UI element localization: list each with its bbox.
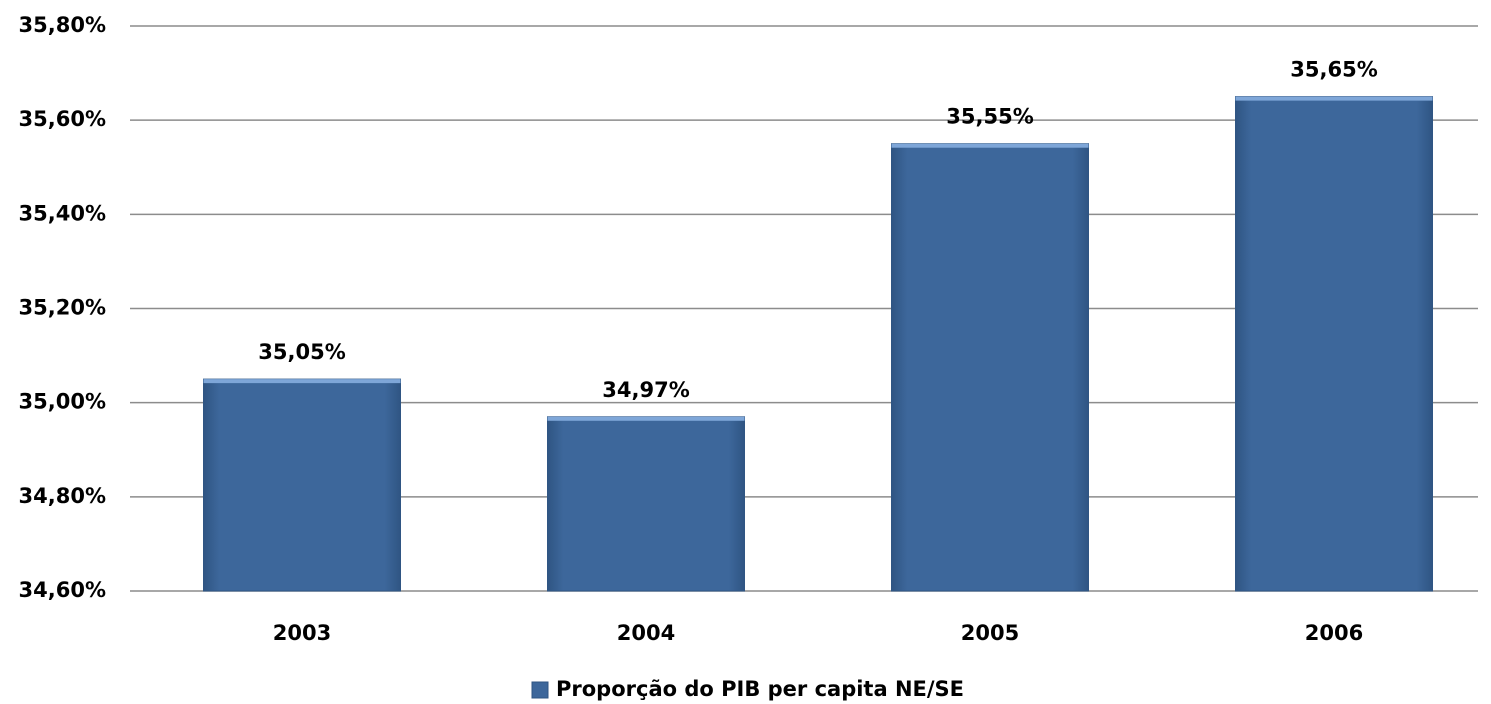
y-tick-label: 35,60% — [19, 107, 106, 131]
y-tick-label: 34,60% — [19, 578, 106, 602]
x-tick-label: 2005 — [961, 621, 1019, 645]
bar-highlight — [891, 143, 1089, 148]
y-tick-label: 35,80% — [19, 13, 106, 37]
data-label: 35,55% — [946, 105, 1033, 129]
bar — [547, 416, 745, 592]
y-tick-label: 35,00% — [19, 390, 106, 414]
data-label: 35,05% — [258, 340, 345, 364]
bar — [891, 143, 1089, 592]
legend-marker — [531, 681, 549, 699]
y-tick-label: 35,40% — [19, 201, 106, 225]
bar-highlight — [203, 379, 401, 384]
data-label: 34,97% — [602, 378, 689, 402]
bar — [203, 378, 401, 592]
bar-highlight — [1235, 96, 1433, 101]
data-label: 35,65% — [1290, 58, 1377, 82]
x-tick-label: 2006 — [1305, 621, 1363, 645]
x-tick-label: 2003 — [273, 621, 331, 645]
y-tick-label: 34,80% — [19, 484, 106, 508]
legend-label: Proporção do PIB per capita NE/SE — [556, 677, 964, 701]
x-tick-label: 2004 — [617, 621, 675, 645]
bar-highlight — [547, 416, 745, 421]
bar — [1235, 96, 1433, 592]
y-tick-label: 35,20% — [19, 296, 106, 320]
